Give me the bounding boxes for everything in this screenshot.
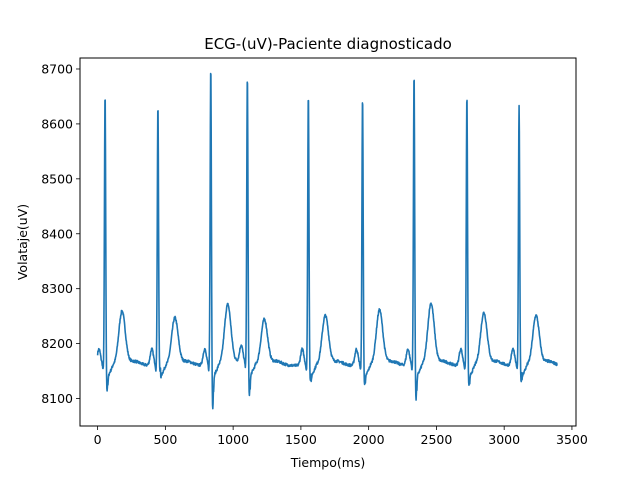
y-tick-label: 8600 (41, 116, 73, 131)
x-tick-label: 3500 (556, 432, 588, 447)
y-tick-label: 8100 (41, 391, 73, 406)
x-tick-label: 1500 (285, 432, 317, 447)
x-tick-label: 0 (94, 432, 102, 447)
x-tick-label: 3000 (488, 432, 520, 447)
plot-frame (79, 57, 577, 427)
y-tick-label: 8500 (41, 171, 73, 186)
x-tick-label: 1000 (217, 432, 249, 447)
x-tick-label: 2500 (421, 432, 453, 447)
x-axis: 0 500 1000 1500 2000 2500 3000 3500 (94, 426, 588, 447)
x-tick-label: 2000 (353, 432, 385, 447)
ecg-series-line (96, 72, 558, 410)
chart-title: ECG-(uV)-Paciente diagnosticado (204, 35, 452, 53)
plot-area (96, 72, 558, 410)
x-axis-label: Tiempo(ms) (290, 455, 366, 470)
y-tick-label: 8300 (41, 281, 73, 296)
y-axis-label: Volataje(uV) (15, 204, 30, 280)
y-tick-label: 8200 (41, 336, 73, 351)
y-axis: 8100 8200 8300 8400 8500 8600 8700 (41, 61, 80, 406)
x-tick-label: 500 (153, 432, 177, 447)
y-tick-label: 8700 (41, 61, 73, 76)
y-tick-label: 8400 (41, 226, 73, 241)
